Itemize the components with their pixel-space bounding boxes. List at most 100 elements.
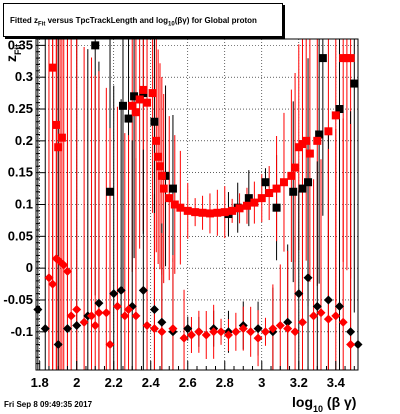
diamond-marker-s3-4 xyxy=(59,260,69,270)
diamond-marker-s3-44 xyxy=(346,340,356,350)
chart-title-box: Fitted zFit versus TpcTrackLength and lo… xyxy=(3,3,283,37)
square-marker-s1-7 xyxy=(139,85,148,94)
square-marker-s1-2 xyxy=(54,143,63,152)
diamond-marker-s3-20 xyxy=(157,327,167,337)
timestamp-footer: Fri Sep 8 09:49:35 2017 xyxy=(4,400,93,409)
diamond-marker-s3-36 xyxy=(283,324,293,334)
square-marker-s0-14 xyxy=(289,187,298,196)
square-marker-s1-36 xyxy=(302,136,311,145)
y-tick-label-5: 0.15 xyxy=(8,165,33,180)
square-marker-s1-26 xyxy=(242,201,251,210)
square-marker-s1-40 xyxy=(331,111,340,120)
square-marker-s0-12 xyxy=(261,178,270,187)
diamond-marker-s2-10 xyxy=(138,285,148,295)
square-marker-s1-25 xyxy=(235,204,244,213)
square-marker-s0-17 xyxy=(315,130,324,139)
diamond-marker-s3-7 xyxy=(72,305,82,315)
y-tick-label-1: -0.05 xyxy=(3,292,33,307)
square-marker-s1-0 xyxy=(48,63,57,72)
diamond-marker-s2-6 xyxy=(94,298,104,308)
diamond-marker-s2-27 xyxy=(346,327,356,337)
data-markers xyxy=(33,41,363,350)
square-marker-s0-15 xyxy=(298,184,307,193)
diamond-marker-s3-24 xyxy=(194,327,204,337)
square-marker-s0-13 xyxy=(272,203,281,212)
square-marker-s0-1 xyxy=(106,187,115,196)
diamond-marker-s3-23 xyxy=(186,330,196,340)
square-marker-s1-39 xyxy=(324,127,333,136)
diamond-marker-s2-25 xyxy=(323,295,333,305)
diamond-marker-s3-0 xyxy=(44,273,54,283)
square-marker-s1-21 xyxy=(205,209,214,218)
diamond-marker-s3-1 xyxy=(48,279,58,289)
diamond-marker-s2-22 xyxy=(294,289,304,299)
diamond-marker-s3-32 xyxy=(253,333,263,343)
square-marker-s1-11 xyxy=(154,152,163,161)
square-marker-s0-2 xyxy=(118,101,127,110)
diamond-marker-s3-18 xyxy=(142,320,152,330)
diamond-marker-s3-38 xyxy=(297,317,307,327)
diamond-marker-s3-10 xyxy=(90,320,100,330)
square-marker-s1-22 xyxy=(213,208,222,217)
square-marker-s1-27 xyxy=(250,198,259,207)
square-marker-s1-12 xyxy=(155,162,164,171)
square-marker-s1-30 xyxy=(272,184,281,193)
chart-title: Fitted zFit versus TpcTrackLength and lo… xyxy=(10,16,257,28)
square-marker-s0-3 xyxy=(124,114,133,123)
x-tick-label-3: 2.4 xyxy=(142,375,161,390)
x-tick-label-4: 2.6 xyxy=(179,375,197,390)
square-marker-s1-4 xyxy=(128,101,137,110)
diamond-marker-s2-14 xyxy=(183,324,193,334)
square-marker-s1-1 xyxy=(52,120,61,129)
y-tick-label-0: -0.1 xyxy=(11,324,33,339)
axis-ticks xyxy=(36,38,355,370)
square-marker-s1-5 xyxy=(131,108,140,117)
diamond-marker-s2-12 xyxy=(157,317,167,327)
diamond-marker-s2-23 xyxy=(303,273,313,283)
square-marker-s1-24 xyxy=(228,206,237,215)
diamond-marker-s3-43 xyxy=(338,317,348,327)
error-bars xyxy=(37,39,359,370)
square-marker-s1-8 xyxy=(143,98,152,107)
square-marker-s1-31 xyxy=(279,178,288,187)
y-tick-label-8: 0.3 xyxy=(15,69,33,84)
square-marker-s0-18 xyxy=(318,54,327,63)
square-marker-s1-28 xyxy=(257,194,266,203)
x-tick-label-2: 2.2 xyxy=(105,375,123,390)
diamond-marker-s2-11 xyxy=(149,305,159,315)
square-marker-s1-38 xyxy=(313,136,322,145)
y-tick-label-4: 0.1 xyxy=(15,197,33,212)
y-tick-label-7: 0.25 xyxy=(8,101,33,116)
square-marker-s1-29 xyxy=(265,189,274,198)
diamond-marker-s3-14 xyxy=(112,301,122,311)
diamond-marker-s3-28 xyxy=(223,330,233,340)
y-tick-label-6: 0.2 xyxy=(15,133,33,148)
diamond-marker-s3-41 xyxy=(323,314,333,324)
square-marker-s1-9 xyxy=(148,89,157,98)
diamond-marker-s3-5 xyxy=(62,266,72,276)
diamond-marker-s3-13 xyxy=(105,340,115,350)
diamond-marker-s3-12 xyxy=(101,308,111,318)
square-marker-s1-3 xyxy=(57,133,66,142)
x-tick-label-8: 3.4 xyxy=(327,375,346,390)
square-marker-s1-15 xyxy=(165,194,174,203)
diamond-marker-s3-26 xyxy=(209,327,219,337)
square-marker-s0-4 xyxy=(130,92,139,101)
diamond-marker-s2-1 xyxy=(40,324,50,334)
square-marker-s1-14 xyxy=(159,184,168,193)
diamond-marker-s3-35 xyxy=(275,320,285,330)
diamond-marker-s3-33 xyxy=(260,327,270,337)
diamond-marker-s2-26 xyxy=(334,301,344,311)
square-marker-s0-16 xyxy=(304,178,313,187)
square-marker-s0-8 xyxy=(168,184,177,193)
square-marker-s1-18 xyxy=(183,206,192,215)
diamond-marker-s3-6 xyxy=(66,311,76,321)
square-marker-s1-23 xyxy=(220,208,229,217)
y-axis-title: zFit xyxy=(3,44,23,62)
x-axis-title: log10 (β γ) xyxy=(292,394,356,414)
diamond-marker-s3-9 xyxy=(87,311,97,321)
diamond-marker-s3-42 xyxy=(331,311,341,321)
diamond-marker-s2-8 xyxy=(116,285,126,295)
x-tick-label-5: 2.8 xyxy=(216,375,234,390)
